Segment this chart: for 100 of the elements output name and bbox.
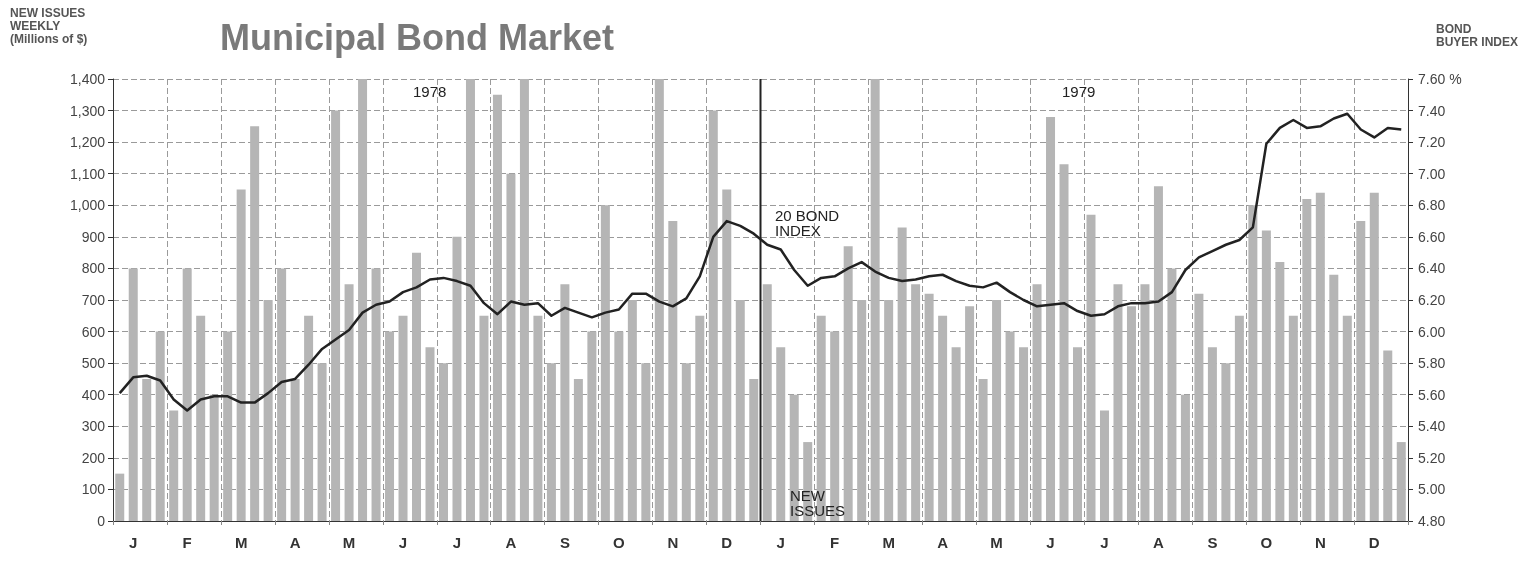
x-tick-label: M xyxy=(882,534,895,551)
bar xyxy=(1113,284,1123,521)
bar xyxy=(1019,347,1029,521)
bar xyxy=(1059,164,1069,521)
bar xyxy=(1302,198,1312,521)
bar xyxy=(654,79,664,521)
x-tick-label: S xyxy=(559,534,570,551)
bar xyxy=(277,268,287,521)
y-tick-label: 300 xyxy=(81,418,106,435)
bar xyxy=(1369,192,1379,521)
bar xyxy=(182,268,192,521)
y-tick-label: 1,200 xyxy=(69,134,106,151)
bar xyxy=(1275,262,1285,521)
x-tick-label: M xyxy=(342,534,356,551)
x-tick-label: M xyxy=(990,534,1003,551)
bar xyxy=(546,363,556,521)
x-tick-label: J xyxy=(452,534,462,551)
bar xyxy=(978,378,988,521)
bar xyxy=(1248,205,1258,521)
bar xyxy=(398,315,408,521)
bar xyxy=(128,268,138,521)
x-tick-label: N xyxy=(667,534,679,551)
bar xyxy=(344,284,354,521)
bar xyxy=(1194,293,1204,521)
bar xyxy=(155,331,165,521)
y2-tick-label: 5.40 xyxy=(1418,418,1446,435)
bar xyxy=(614,331,624,521)
x-tick-label: D xyxy=(721,534,733,551)
bar xyxy=(304,315,314,521)
y-tick-label: 1,400 xyxy=(69,71,106,87)
bar xyxy=(992,300,1002,521)
bar xyxy=(681,363,691,521)
bar xyxy=(438,363,448,521)
bar xyxy=(708,110,718,521)
bar xyxy=(236,189,246,521)
bar xyxy=(722,189,732,521)
bar xyxy=(735,300,745,521)
x-tick-label: A xyxy=(937,534,949,551)
bar xyxy=(965,306,975,521)
bar xyxy=(1383,350,1393,521)
y2-tick-label: 6.40 xyxy=(1418,260,1446,277)
y-tick-label: 100 xyxy=(81,481,106,498)
bar xyxy=(587,331,597,521)
bar xyxy=(749,378,759,521)
bar xyxy=(479,315,489,521)
bar xyxy=(412,252,422,521)
x-tick-label: J xyxy=(1046,534,1055,551)
y-tick-label: 900 xyxy=(81,228,106,245)
x-tick-label: J xyxy=(1100,534,1109,551)
bar xyxy=(465,79,475,521)
y2-tick-label: 6.80 xyxy=(1418,197,1446,214)
x-tick-label: J xyxy=(776,534,785,551)
y2-tick-label: 7.40 xyxy=(1418,102,1446,119)
x-tick-label: N xyxy=(1314,534,1326,551)
bar xyxy=(115,473,125,521)
x-tick-label: O xyxy=(1260,534,1273,551)
x-tick-label: D xyxy=(1368,534,1380,551)
bar xyxy=(573,378,583,521)
bar xyxy=(870,79,880,521)
bar xyxy=(776,347,786,521)
bar xyxy=(331,110,341,521)
bar xyxy=(1356,221,1366,521)
y-tick-label: 1,300 xyxy=(69,102,106,119)
y2-tick-label: 4.80 xyxy=(1418,513,1446,529)
annotation: 20 BOND INDEX xyxy=(775,207,840,239)
bar xyxy=(1221,363,1231,521)
y2-axis-title: BOND BUYER INDEX xyxy=(1435,21,1518,49)
bar xyxy=(371,268,381,521)
bar xyxy=(506,173,516,521)
y2-tick-label: 5.00 xyxy=(1418,481,1446,498)
bar xyxy=(492,94,502,521)
y2-tick-label: 6.00 xyxy=(1418,323,1446,340)
bar xyxy=(668,221,678,521)
bar xyxy=(762,284,772,521)
bar xyxy=(317,363,327,521)
bar xyxy=(627,300,637,521)
bar xyxy=(209,394,219,521)
y-tick-label: 800 xyxy=(81,260,106,277)
annotation: 1979 xyxy=(1062,83,1096,100)
bar xyxy=(843,246,853,521)
x-tick-label: F xyxy=(830,534,840,551)
x-tick-label: A xyxy=(1153,534,1165,551)
bar xyxy=(884,300,894,521)
bar xyxy=(857,300,867,521)
y2-tick-label: 5.60 xyxy=(1418,386,1446,403)
x-tick-label: J xyxy=(398,534,408,551)
annotation: NEW ISSUES xyxy=(790,487,846,519)
bar xyxy=(1234,315,1244,521)
x-tick-label: A xyxy=(505,534,517,551)
bar xyxy=(1032,284,1042,521)
bar xyxy=(223,331,233,521)
bar xyxy=(1005,331,1015,521)
bar xyxy=(1099,410,1109,521)
y-tick-label: 700 xyxy=(81,292,106,308)
bar xyxy=(1086,214,1096,521)
bar xyxy=(1261,230,1271,521)
x-tick-label: M xyxy=(234,534,248,551)
y-tick-label: 600 xyxy=(81,323,106,340)
bar xyxy=(1126,306,1136,521)
x-tick-label: S xyxy=(1207,534,1218,551)
